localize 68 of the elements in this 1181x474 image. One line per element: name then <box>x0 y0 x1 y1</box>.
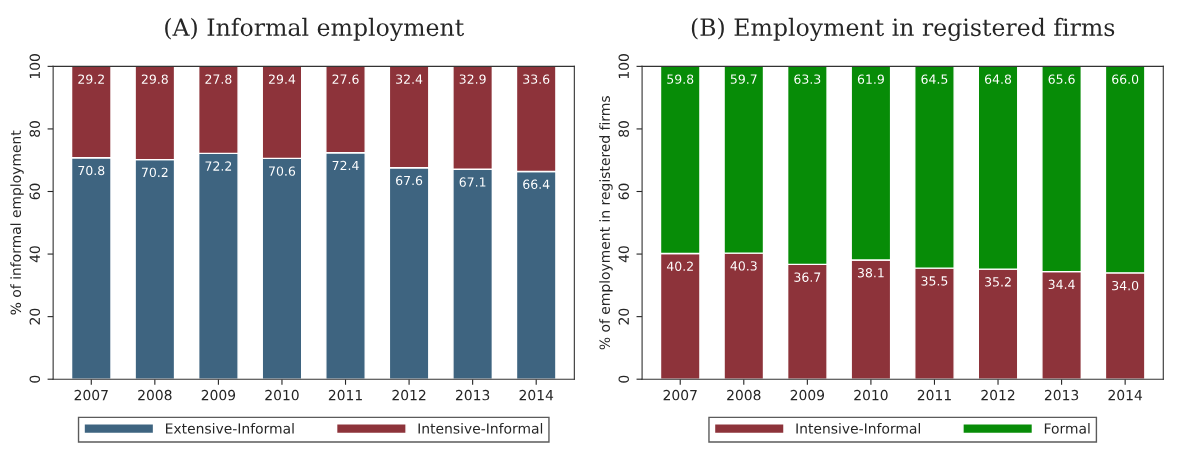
y-tick-label: 40 <box>618 246 629 263</box>
data-label: 59.8 <box>667 74 694 84</box>
y-tick-label: 80 <box>29 121 41 137</box>
y-tick-label: 0 <box>29 375 41 383</box>
y-axis-title: % of informal employment <box>10 130 24 315</box>
data-label: 72.4 <box>332 160 359 171</box>
data-label: 27.8 <box>205 74 232 84</box>
data-label: 72.2 <box>205 161 232 171</box>
y-tick-label: 40 <box>29 246 41 263</box>
data-label: 70.6 <box>269 166 296 176</box>
x-tick-label: 2012 <box>981 389 1015 401</box>
data-label: 32.9 <box>459 74 486 84</box>
x-tick-label: 2007 <box>663 389 697 401</box>
data-label: 38.1 <box>857 268 884 278</box>
data-label: 66.0 <box>1112 74 1139 84</box>
data-label: 67.1 <box>459 177 486 187</box>
chart-title: (B) Employment in registered firms <box>691 17 1115 42</box>
data-label: 63.3 <box>794 74 821 84</box>
x-tick-label: 2014 <box>1108 389 1143 401</box>
data-label: 34.4 <box>1048 279 1075 290</box>
data-label: 66.4 <box>523 179 550 189</box>
x-tick-label: 2010 <box>854 389 888 401</box>
x-tick-label: 2007 <box>74 389 108 401</box>
data-label: 29.4 <box>268 74 296 84</box>
data-label: 70.2 <box>141 167 168 178</box>
chart-title: (A) Informal employment <box>165 17 465 42</box>
data-label: 34.0 <box>1112 280 1139 291</box>
data-label: 64.8 <box>984 74 1012 84</box>
data-label: 40.3 <box>730 261 757 271</box>
x-tick-label: 2013 <box>455 389 490 401</box>
legend-label: Intensive-Informal <box>418 422 543 434</box>
data-label: 33.6 <box>523 74 550 84</box>
x-tick-label: 2009 <box>790 389 825 401</box>
x-tick-label: 2014 <box>519 389 554 401</box>
x-tick-label: 2008 <box>727 389 761 401</box>
x-tick-label: 2011 <box>328 389 362 401</box>
x-tick-label: 2008 <box>138 389 172 401</box>
data-label: 35.2 <box>985 277 1011 287</box>
data-label: 40.2 <box>666 261 693 271</box>
y-tick-label: 80 <box>618 121 629 137</box>
data-label: 67.6 <box>396 175 423 186</box>
data-label: 36.7 <box>794 272 821 282</box>
y-tick-label: 20 <box>618 308 629 325</box>
y-axis-title: % of employment in registered firms <box>599 96 613 350</box>
data-label: 70.8 <box>78 165 105 176</box>
x-tick-label: 2011 <box>917 389 951 401</box>
legend-label: Intensive-Informal <box>796 422 920 434</box>
data-label: 64.5 <box>921 74 948 84</box>
data-label: 59.7 <box>730 74 757 84</box>
legend-label: Formal <box>1044 422 1090 434</box>
data-label: 29.8 <box>141 74 168 84</box>
x-tick-label: 2012 <box>392 389 426 401</box>
data-label: 65.6 <box>1048 74 1075 84</box>
x-tick-label: 2010 <box>265 389 299 401</box>
data-label: 27.6 <box>332 74 359 84</box>
x-tick-label: 2013 <box>1044 389 1079 401</box>
data-label: 35.5 <box>921 276 948 286</box>
legend-label: Extensive-Informal <box>166 422 294 434</box>
y-tick-label: 100 <box>29 54 41 79</box>
y-tick-label: 20 <box>29 308 41 325</box>
y-tick-label: 100 <box>618 54 629 79</box>
y-tick-label: 0 <box>618 375 629 383</box>
data-label: 32.4 <box>396 74 423 84</box>
data-label: 61.9 <box>857 74 884 84</box>
y-tick-label: 60 <box>618 183 629 200</box>
x-tick-label: 2009 <box>201 389 236 401</box>
data-label: 29.2 <box>78 74 104 84</box>
y-tick-label: 60 <box>29 183 41 200</box>
